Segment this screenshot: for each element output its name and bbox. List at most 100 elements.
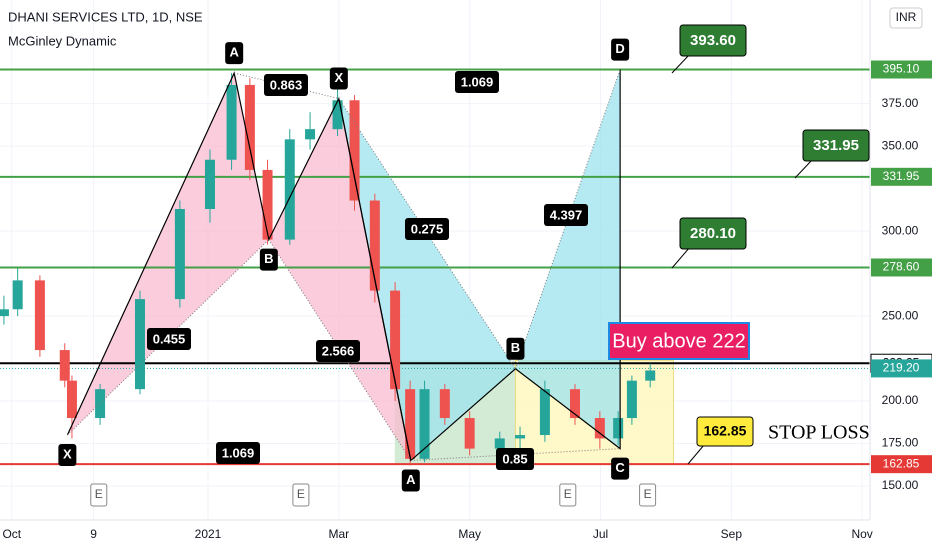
- annotations: X A B X A B C D E E E E 0.863 1.069 0.275 4.397 0.4…: [58, 24, 870, 507]
- callout-box: [679, 217, 747, 250]
- candle-body: [594, 418, 605, 439]
- callout: 162.85: [704, 423, 747, 439]
- candle-body: [59, 350, 70, 381]
- stop-loss: STOP LOSS: [768, 422, 870, 444]
- callout-pointer: [671, 53, 691, 74]
- level-tag-label: 278.60: [883, 260, 920, 274]
- candle-body: [305, 129, 316, 140]
- ratio-box: [147, 328, 191, 350]
- ratio: 0.455: [153, 331, 186, 346]
- point-box: [259, 248, 278, 271]
- event-marker: [292, 483, 310, 507]
- ratio: 4.397: [550, 207, 583, 222]
- x-tick-label: Mar: [329, 527, 350, 541]
- pattern-fill: [338, 98, 516, 461]
- candle-body: [174, 209, 185, 300]
- callout: 331.95: [813, 137, 859, 154]
- candle-body: [66, 380, 77, 419]
- candle-body: [439, 389, 450, 419]
- point-label: B: [511, 340, 520, 355]
- x-tick-label: Jul: [593, 527, 608, 541]
- y-tick-label: 350.00: [882, 138, 919, 152]
- point-box: [611, 457, 630, 480]
- candle-body: [34, 280, 45, 351]
- ratio-box: [496, 448, 534, 470]
- y-tick-label: 300.00: [882, 223, 919, 237]
- x-tick-label: 9: [90, 527, 97, 541]
- level-tag-label: 162.85: [883, 456, 920, 470]
- y-tick-label: 200.00: [882, 393, 919, 407]
- callout-box: [696, 416, 754, 447]
- point-box: [58, 444, 77, 467]
- event-label: E: [95, 487, 103, 501]
- y-tick-label: 250.00: [882, 308, 919, 322]
- point-label: A: [406, 472, 416, 487]
- point-box: [611, 38, 630, 61]
- ratio: 0.863: [270, 77, 303, 92]
- y-tick-label: 150.00: [882, 478, 919, 492]
- point-label: A: [229, 45, 239, 60]
- callout-box: [802, 129, 870, 162]
- level-tag-label: 219.20: [883, 361, 920, 375]
- callout-pointer: [687, 444, 705, 465]
- level-tag: [871, 359, 932, 378]
- pattern-fill: [67, 73, 269, 436]
- event-label: E: [644, 487, 652, 501]
- level-tag: [871, 167, 932, 186]
- ratio-box: [316, 340, 360, 362]
- candle-body: [134, 299, 145, 390]
- x-tick-label: May: [458, 527, 481, 541]
- candle-body: [405, 389, 416, 459]
- x-tick-label: Oct: [2, 527, 21, 541]
- ratio: 0.85: [502, 451, 527, 466]
- candle-body: [0, 309, 9, 317]
- buy-text: Buy above 222: [612, 330, 745, 352]
- candle-body: [569, 389, 580, 419]
- event-marker: [559, 483, 577, 507]
- candle-body: [369, 200, 380, 291]
- candle-body: [244, 84, 255, 170]
- point-box: [506, 337, 525, 360]
- candle-body: [419, 389, 430, 459]
- point-box: [225, 42, 244, 65]
- candle-body: [464, 418, 475, 449]
- point-box: [329, 67, 348, 90]
- candle-body: [226, 84, 237, 160]
- ratio: 0.275: [411, 221, 444, 236]
- event-marker: [90, 483, 108, 507]
- x-tick-label: Nov: [851, 527, 872, 541]
- pattern-dotted: [514, 69, 621, 369]
- y-tick-label: 175.00: [882, 436, 919, 450]
- ratio-box: [405, 218, 449, 240]
- candle-body: [613, 418, 624, 439]
- candle-body: [626, 380, 637, 419]
- point-label: X: [63, 446, 72, 461]
- level-tag: [871, 455, 932, 474]
- level-tag: [871, 258, 932, 277]
- x-tick-label: 2021: [195, 527, 222, 541]
- pattern-dotted: [410, 448, 621, 462]
- currency: INR: [896, 10, 917, 24]
- callout-box: [679, 24, 747, 57]
- ratio-box: [455, 71, 499, 93]
- ratio: 2.566: [322, 343, 355, 358]
- candle-body: [494, 438, 505, 449]
- ratio-box: [264, 74, 308, 96]
- currency-badge[interactable]: [889, 7, 923, 29]
- ratio-box: [216, 442, 260, 464]
- candle-body: [262, 169, 273, 240]
- event-label: E: [297, 487, 305, 501]
- callout: 280.10: [690, 225, 736, 242]
- callout-pointer: [794, 159, 813, 179]
- candle-body: [349, 100, 360, 201]
- x-tick-label: Sep: [721, 527, 743, 541]
- event-label: E: [564, 487, 572, 501]
- ratio: 1.069: [461, 74, 494, 89]
- candle-body: [539, 389, 550, 436]
- callout: 393.60: [690, 32, 736, 49]
- point-box: [401, 469, 420, 492]
- candle-body: [12, 280, 23, 310]
- candle-body: [332, 100, 343, 130]
- candle-body: [284, 139, 295, 240]
